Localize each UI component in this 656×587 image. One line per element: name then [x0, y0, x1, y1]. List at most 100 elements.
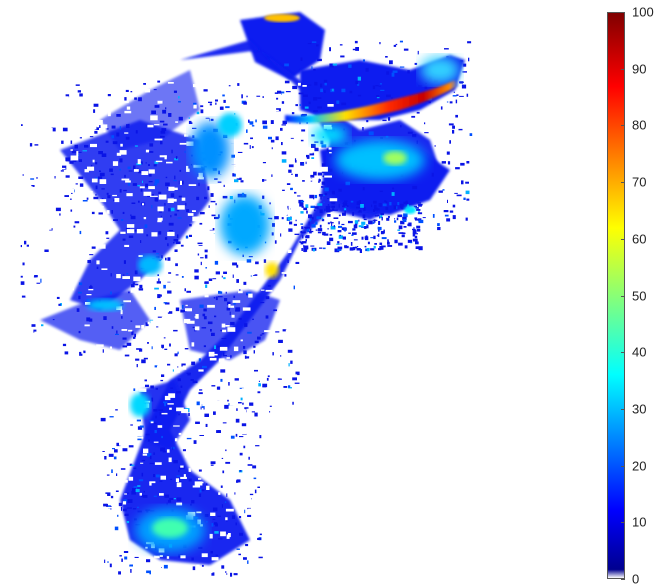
coverage-cell — [203, 407, 205, 410]
coverage-cell — [204, 196, 207, 200]
coverage-cell — [424, 85, 428, 89]
coverage-cell — [198, 392, 203, 395]
coverage-cell — [147, 453, 152, 457]
empty-cell — [241, 388, 245, 393]
coverage-cell — [65, 175, 70, 178]
coverage-cell — [299, 104, 301, 106]
coverage-cell — [385, 201, 388, 204]
empty-cell — [238, 500, 246, 505]
empty-cell — [256, 419, 261, 424]
empty-cell — [147, 124, 154, 128]
coverage-cell — [270, 120, 274, 124]
coverage-cell — [152, 422, 157, 425]
coverage-cell — [389, 202, 392, 206]
coverage-cell — [251, 410, 255, 413]
coverage-cell — [269, 405, 272, 407]
coverage-cell — [199, 435, 204, 436]
coverage-cell — [106, 128, 109, 130]
coverage-cell — [308, 230, 314, 233]
coverage-cell — [20, 281, 25, 285]
coverage-cell — [122, 211, 125, 214]
coverage-cell — [78, 295, 81, 300]
coverage-cell — [225, 449, 227, 452]
empty-cell — [206, 225, 213, 230]
coverage-cell — [448, 123, 454, 126]
coverage-cell — [62, 165, 67, 170]
coverage-cell — [413, 227, 415, 230]
coverage-cell — [129, 564, 133, 567]
coverage-cell — [326, 241, 331, 245]
coverage-cell — [377, 233, 380, 237]
coverage-cell — [128, 235, 134, 238]
coverage-cell — [161, 255, 163, 259]
coverage-cell — [253, 345, 256, 348]
coverage-cell — [156, 474, 160, 478]
coverage-cell — [452, 129, 455, 134]
coverage-cell — [155, 415, 157, 419]
coverage-cell — [224, 404, 229, 409]
empty-cell — [91, 178, 98, 183]
coverage-cell — [236, 264, 239, 268]
coverage-cell — [304, 106, 309, 109]
empty-cell — [169, 407, 172, 410]
coverage-cell — [412, 238, 418, 242]
coverage-cell — [184, 348, 189, 350]
coverage-cell — [141, 472, 144, 477]
coverage-cell — [69, 161, 74, 164]
coverage-cell — [146, 234, 149, 237]
empty-cell — [134, 169, 139, 172]
coverage-cell — [373, 245, 376, 249]
coverage-cell — [111, 210, 113, 214]
coverage-cell — [173, 242, 175, 244]
empty-cell — [124, 132, 129, 134]
coverage-cell — [344, 208, 346, 211]
coverage-cell — [254, 489, 257, 494]
coverage-cell — [91, 246, 96, 249]
colorbar-tick-mark — [621, 125, 625, 127]
coverage-cell — [198, 546, 203, 549]
coverage-cell — [214, 178, 218, 180]
empty-cell — [157, 220, 162, 223]
empty-cell — [287, 157, 295, 161]
coverage-cell — [446, 151, 450, 155]
coverage-cell — [94, 130, 98, 134]
empty-cell — [256, 196, 260, 200]
coverage-cell — [249, 493, 254, 496]
coverage-cell — [194, 269, 199, 273]
coverage-cell — [148, 164, 150, 166]
empty-cell — [143, 448, 149, 454]
coverage-cell — [399, 66, 405, 68]
coverage-cell — [208, 101, 213, 103]
coverage-cell — [343, 202, 347, 206]
coverage-cell — [181, 276, 184, 278]
coverage-cell — [333, 225, 335, 228]
empty-cell — [157, 217, 163, 221]
coverage-cell — [243, 346, 246, 349]
coverage-cell — [404, 245, 408, 249]
empty-cell — [149, 323, 152, 325]
coverage-cell — [211, 572, 215, 576]
empty-cell — [161, 260, 166, 265]
coverage-cell — [210, 200, 216, 203]
coverage-cell — [361, 236, 364, 240]
coverage-cell — [336, 249, 342, 251]
coverage-cell — [351, 234, 354, 236]
coverage-cell — [157, 80, 161, 83]
coverage-cell — [239, 532, 243, 536]
coverage-cell — [159, 480, 163, 482]
coverage-cell — [245, 544, 249, 547]
coverage-cell — [190, 503, 192, 506]
empty-cell — [186, 168, 190, 172]
coverage-cell — [102, 451, 105, 452]
coverage-cell — [442, 189, 445, 191]
coverage-cell — [463, 197, 466, 200]
empty-cell — [193, 84, 198, 88]
coverage-cell — [98, 151, 103, 155]
coverage-cell — [452, 125, 455, 129]
coverage-cell — [269, 202, 271, 205]
empty-cell — [198, 369, 204, 372]
empty-cell — [116, 152, 122, 156]
empty-cell — [135, 325, 141, 328]
coverage-cell — [331, 190, 335, 195]
coverage-cell — [168, 113, 172, 117]
